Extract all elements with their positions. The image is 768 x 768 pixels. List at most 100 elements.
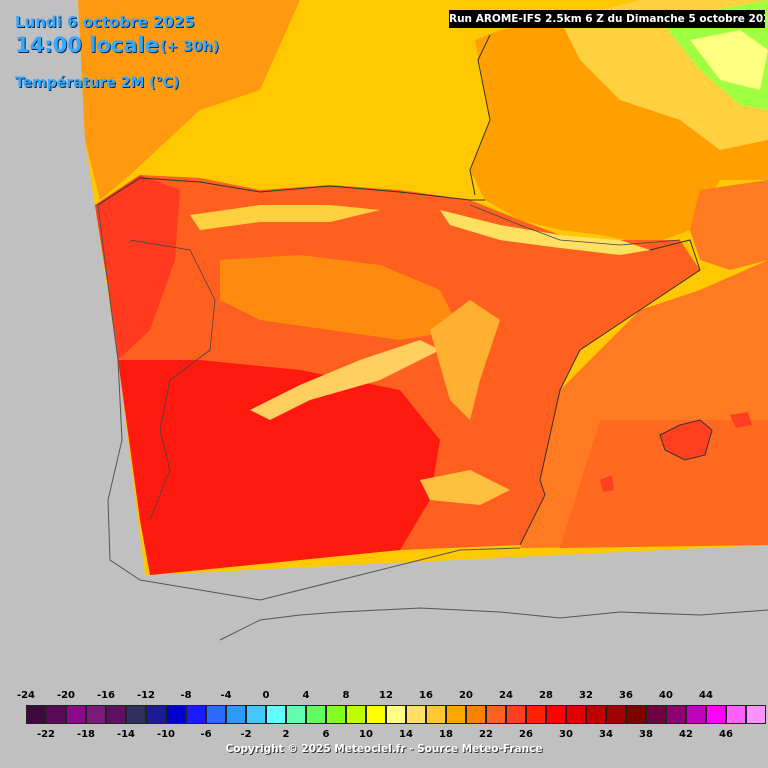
legend-label: -4 <box>220 690 232 701</box>
legend-swatch <box>146 705 166 724</box>
legend-label: -2 <box>240 729 252 740</box>
legend-swatch <box>406 705 426 724</box>
legend-label: 26 <box>519 729 533 740</box>
iberia-hot-land <box>118 360 440 575</box>
run-info-box: Run AROME-IFS 2.5km 6 Z du Dimanche 5 oc… <box>449 10 765 28</box>
coastline-north <box>97 177 485 206</box>
legend-label: 28 <box>539 690 553 701</box>
legend-label: -20 <box>56 690 76 701</box>
legend-swatch <box>346 705 366 724</box>
legend-label: 18 <box>439 729 453 740</box>
legend-swatch <box>666 705 686 724</box>
legend-swatch <box>166 705 186 724</box>
legend-swatch <box>726 705 746 724</box>
legend-swatch <box>106 705 126 724</box>
legend-swatch <box>706 705 726 724</box>
forecast-date: Lundi 6 octobre 2025 <box>15 13 195 31</box>
sierra-nevada-land <box>420 470 510 505</box>
forecast-time: 14:00 locale <box>15 33 159 57</box>
border-spain-france <box>469 204 681 246</box>
legend-label: 34 <box>599 729 613 740</box>
legend-swatch <box>226 705 246 724</box>
legend-label: 20 <box>459 690 473 701</box>
legend-label: 0 <box>262 690 270 701</box>
legend-label: 38 <box>639 729 653 740</box>
legend-swatch <box>366 705 386 724</box>
legend-swatch <box>326 705 346 724</box>
legend-label: -8 <box>180 690 192 701</box>
legend-label: 8 <box>342 690 350 701</box>
legend-label: 40 <box>659 690 673 701</box>
iberia-hot-west-land <box>95 175 180 360</box>
parameter-label: Température 2M (°C) <box>15 75 180 91</box>
legend-swatch <box>86 705 106 724</box>
legend-label: 2 <box>282 729 290 740</box>
border-spain-portugal <box>129 239 216 521</box>
legend-label: 44 <box>699 690 713 701</box>
cantabrian-land <box>190 205 380 230</box>
legend-label: -22 <box>36 729 56 740</box>
legend-swatch <box>606 705 626 724</box>
alps-snow-land <box>690 30 768 90</box>
coastline-south <box>139 547 521 601</box>
legend-label: 16 <box>419 690 433 701</box>
legend-swatch <box>446 705 466 724</box>
legend-swatch <box>686 705 706 724</box>
legend-swatch <box>186 705 206 724</box>
legend-label: 22 <box>479 729 493 740</box>
mediterranean-south-area <box>560 420 768 548</box>
atlantic-deep-area <box>78 0 300 200</box>
legend-swatch <box>566 705 586 724</box>
legend-label: 30 <box>559 729 573 740</box>
legend-swatch <box>266 705 286 724</box>
central-range-land <box>250 340 440 420</box>
legend-swatch <box>26 705 46 724</box>
legend-swatch <box>426 705 446 724</box>
gulf-lion-land <box>690 180 768 270</box>
legend-label: -18 <box>76 729 96 740</box>
legend-swatch <box>206 705 226 724</box>
copyright-text: Copyright © 2025 Meteociel.fr - Source M… <box>225 743 543 755</box>
legend-swatch <box>466 705 486 724</box>
legend-label: 32 <box>579 690 593 701</box>
legend-label: -14 <box>116 729 136 740</box>
legend-label: 42 <box>679 729 693 740</box>
legend-label: 14 <box>399 729 413 740</box>
coastline-africa <box>219 607 768 641</box>
legend-label: -16 <box>96 690 116 701</box>
legend-label: -6 <box>200 729 212 740</box>
meseta-land <box>220 255 460 340</box>
legend-label: -24 <box>16 690 36 701</box>
legend-swatch <box>486 705 506 724</box>
legend-swatch <box>586 705 606 724</box>
iberian-range-land <box>430 300 500 420</box>
legend-label: 36 <box>619 690 633 701</box>
color-scale-legend: -24 -20 -16 -12 -8 -4 0 4 8 12 16 20 24 28 32 36 40 44 -2… <box>0 688 768 768</box>
legend-swatch <box>546 705 566 724</box>
legend-swatch <box>306 705 326 724</box>
coastline-west-portugal <box>97 204 141 581</box>
legend-swatch <box>646 705 666 724</box>
legend-label: -10 <box>156 729 176 740</box>
legend-label: -12 <box>136 690 156 701</box>
legend-label: 24 <box>499 690 513 701</box>
legend-swatch <box>246 705 266 724</box>
legend-swatch <box>746 705 766 724</box>
legend-swatch <box>506 705 526 724</box>
legend-label: 10 <box>359 729 373 740</box>
legend-swatch <box>286 705 306 724</box>
ibiza-island <box>600 475 614 492</box>
menorca-island <box>730 412 752 428</box>
legend-swatch <box>46 705 66 724</box>
coastline-east <box>519 239 701 546</box>
legend-label: 12 <box>379 690 393 701</box>
legend-label: 6 <box>322 729 330 740</box>
legend-label: 4 <box>302 690 310 701</box>
legend-swatch <box>386 705 406 724</box>
legend-swatch <box>126 705 146 724</box>
legend-swatch <box>66 705 86 724</box>
legend-swatch <box>526 705 546 724</box>
forecast-lead-time: (+ 30h) <box>160 39 219 55</box>
